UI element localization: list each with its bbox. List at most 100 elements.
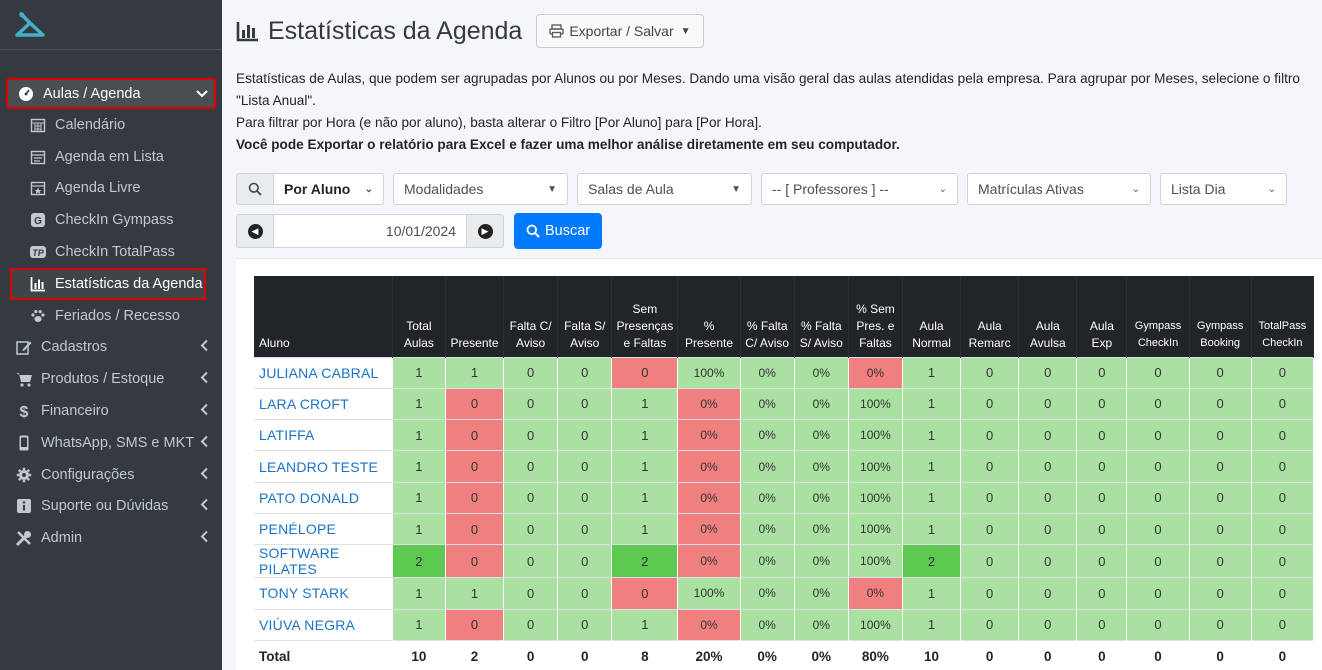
total-label: Total xyxy=(254,639,393,670)
student-name-link[interactable]: LEANDRO TESTE xyxy=(254,450,393,483)
sidebar-item-agenda-livre[interactable]: Agenda Livre xyxy=(0,173,222,205)
table-cell: 1 xyxy=(392,608,446,641)
table-cell: 0% xyxy=(740,608,795,641)
caret-down-icon: ▼ xyxy=(680,25,691,37)
column-header[interactable]: Falta S/ Aviso xyxy=(557,276,613,357)
column-header[interactable]: Gympass Booking xyxy=(1189,276,1252,357)
sidebar-item-whatsapp-sms-e-mkt[interactable]: WhatsApp, SMS e MKT xyxy=(0,427,222,459)
table-cell: 0 xyxy=(503,512,559,545)
table-cell: 0 xyxy=(557,419,613,451)
column-header[interactable]: Aula Normal xyxy=(902,276,962,357)
prev-date-button[interactable]: ◀ xyxy=(236,214,274,248)
date-input[interactable]: 10/01/2024 xyxy=(274,214,466,248)
salas-select[interactable]: Salas de Aula ▼ xyxy=(577,173,752,205)
next-date-button[interactable]: ▶ xyxy=(466,214,504,248)
column-header[interactable]: Total Aulas xyxy=(392,276,446,357)
modalidades-select[interactable]: Modalidades ▼ xyxy=(393,173,568,205)
table-cell: 0 xyxy=(445,419,505,451)
lista-value: Lista Dia xyxy=(1171,181,1226,197)
sidebar-item-calendario[interactable]: Calendário xyxy=(0,109,222,141)
student-name-link[interactable]: TONY STARK xyxy=(254,577,393,610)
student-name-link[interactable]: PATO DONALD xyxy=(254,481,393,514)
table-cell: 1 xyxy=(611,481,679,514)
sidebar-item-aulas-agenda[interactable]: Aulas / Agenda xyxy=(6,78,216,109)
column-header[interactable]: Aluno xyxy=(254,276,393,357)
table-cell: 1 xyxy=(902,356,962,389)
column-header[interactable]: % Falta S/ Aviso xyxy=(794,276,849,357)
sidebar-item-admin[interactable]: Admin xyxy=(0,522,222,554)
group-by-select[interactable]: Por Aluno ⌄ xyxy=(274,173,384,205)
column-header[interactable]: Aula Avulsa xyxy=(1018,276,1078,357)
table-cell: 0% xyxy=(794,356,849,389)
column-header[interactable]: Gympass CheckIn xyxy=(1126,276,1190,357)
student-name-link[interactable]: PENÉLOPE xyxy=(254,512,393,545)
student-name-link[interactable]: VIÚVA NEGRA xyxy=(254,608,393,641)
table-cell: 100% xyxy=(848,387,903,420)
app-logo[interactable] xyxy=(0,0,222,50)
table-cell: 0 xyxy=(1251,544,1315,578)
svg-text:TP: TP xyxy=(32,248,44,258)
table-cell: 0 xyxy=(1018,577,1078,610)
column-header[interactable]: % Presente xyxy=(677,276,741,357)
table-cell: 0 xyxy=(503,450,559,483)
professores-select[interactable]: -- [ Professores ] -- ⌄ xyxy=(761,173,958,205)
caret-down-icon: ▼ xyxy=(547,183,557,195)
table-cell: 0 xyxy=(1189,481,1252,514)
professores-value: -- [ Professores ] -- xyxy=(772,181,889,197)
table-cell: 0 xyxy=(445,387,505,420)
total-row: Total 10 2 0 0 8 20% 0% 0% 80% 10 0 0 0 0 0 0 xyxy=(254,639,1314,670)
column-header[interactable]: Presente xyxy=(445,276,505,357)
table-cell: 1 xyxy=(902,481,962,514)
student-name-link[interactable]: SOFTWARE PILATES xyxy=(254,544,393,578)
export-button[interactable]: Exportar / Salvar ▼ xyxy=(536,14,704,48)
total-cell: 0% xyxy=(740,639,795,670)
table-cell: 0 xyxy=(557,544,613,578)
table-cell: 2 xyxy=(902,544,962,578)
table-cell: 0 xyxy=(1076,577,1128,610)
sidebar-item-agenda-em-lista[interactable]: Agenda em Lista xyxy=(0,141,222,173)
table-cell: 0% xyxy=(740,387,795,420)
table-cell: 0 xyxy=(1251,356,1315,389)
table-cell: 1 xyxy=(611,387,679,420)
sidebar-item-suporte-ou-duvidas[interactable]: Suporte ou Dúvidas xyxy=(0,491,222,523)
table-cell: 0 xyxy=(1076,481,1128,514)
sidebar-item-checkin-totalpass[interactable]: TP CheckIn TotalPass xyxy=(0,236,222,268)
student-name-link[interactable]: JULIANA CABRAL xyxy=(254,356,393,389)
table-row: LARA CROFT 1 0 0 0 1 0% 0% 0% 100% 1 0 0 0 0 0 0 xyxy=(254,387,1315,420)
table-cell: 0% xyxy=(794,387,849,420)
table-cell: 1 xyxy=(392,387,446,420)
search-button[interactable]: Buscar xyxy=(514,213,603,249)
matriculas-select[interactable]: Matrículas Ativas ⌄ xyxy=(967,173,1151,205)
lista-select[interactable]: Lista Dia ⌄ xyxy=(1160,173,1287,205)
student-name-link[interactable]: LARA CROFT xyxy=(254,387,393,420)
table-cell: 0 xyxy=(557,481,613,514)
column-header[interactable]: % Sem Pres. e Faltas xyxy=(848,276,903,357)
student-name-link[interactable]: LATIFFA xyxy=(254,419,393,451)
search-icon xyxy=(236,173,274,205)
table-cell: 1 xyxy=(611,450,679,483)
table-cell: 0 xyxy=(611,577,679,610)
table-cell: 0% xyxy=(740,577,795,610)
sidebar-item-cadastros[interactable]: Cadastros xyxy=(0,332,222,364)
column-header[interactable]: % Falta C/ Aviso xyxy=(740,276,795,357)
table-cell: 0 xyxy=(960,544,1020,578)
sidebar-item-produtos-estoque[interactable]: Produtos / Estoque xyxy=(0,363,222,395)
svg-text:G: G xyxy=(34,216,42,227)
column-header[interactable]: Aula Remarc xyxy=(960,276,1020,357)
table-row: SOFTWARE PILATES 2 0 0 0 2 0% 0% 0% 100% 2 0 0 0 0 0 0 xyxy=(254,544,1315,578)
search-icon xyxy=(526,224,540,238)
table-cell: 0 xyxy=(1126,544,1190,578)
sidebar-item-estatisticas-da-agenda[interactable]: Estatísticas da Agenda xyxy=(10,267,206,300)
sidebar-item-configuracoes[interactable]: Configurações xyxy=(0,459,222,491)
sidebar-item-financeiro[interactable]: $ Financeiro xyxy=(0,395,222,427)
sidebar-item-checkin-gympass[interactable]: G CheckIn Gympass xyxy=(0,204,222,236)
sidebar-item-feriados-recesso[interactable]: Feriados / Recesso xyxy=(0,300,222,332)
column-header[interactable]: Sem Presenças e Faltas xyxy=(611,276,679,357)
table-cell: 0 xyxy=(445,608,505,641)
table-cell: 0 xyxy=(1189,544,1252,578)
column-header[interactable]: Aula Exp xyxy=(1076,276,1128,357)
stats-card: Aluno Total Aulas Presente Falta C/ Aviso Fa… xyxy=(236,258,1322,670)
column-header[interactable]: Falta C/ Aviso xyxy=(503,276,559,357)
table-cell: 0% xyxy=(677,481,741,514)
column-header[interactable]: TotalPass CheckIn xyxy=(1251,276,1315,357)
